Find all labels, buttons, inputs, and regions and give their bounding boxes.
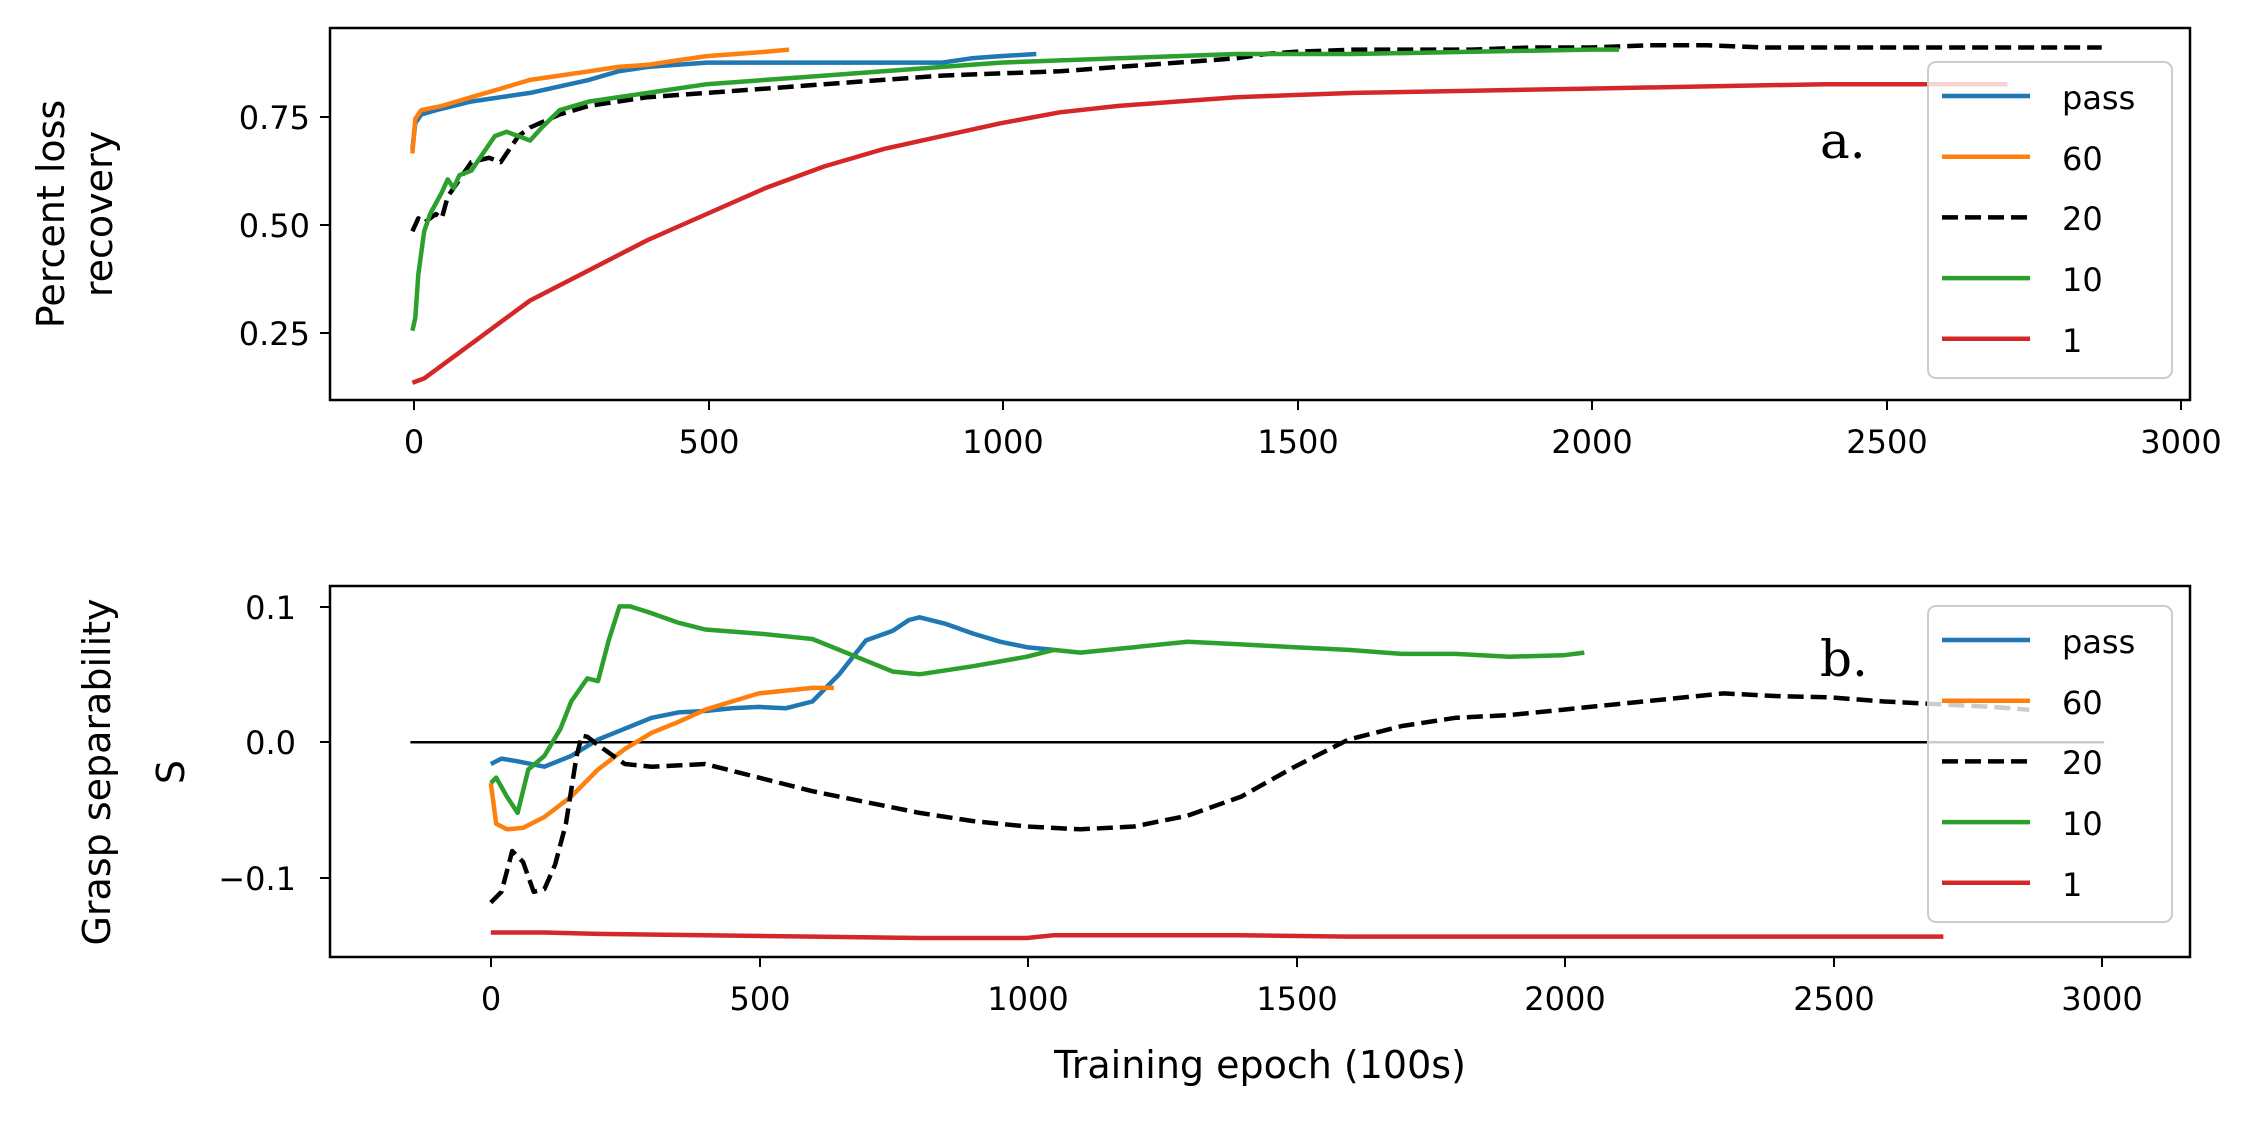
panel-a-xtick-label: 1500 <box>1257 423 1338 461</box>
panel-a-legend-lines <box>1942 93 2030 342</box>
panel-a-ytick-label: 0.25 <box>239 315 310 353</box>
panel-b-xtick-label: 1000 <box>987 980 1068 1018</box>
panel-a-xtick-label: 2500 <box>1846 423 1927 461</box>
panel-b-series-60 <box>488 685 834 832</box>
panel-a-series-60 <box>410 47 790 154</box>
panel-b-legend-label-1: 1 <box>2062 866 2082 904</box>
panel-b-ylabel-line1: Grasp separability <box>75 598 119 945</box>
panel-b-ytick-label: 0.1 <box>245 589 296 627</box>
panel-b-xtick-label: 2500 <box>1793 980 1874 1018</box>
panel-a-legend-label-20: 20 <box>2062 200 2103 238</box>
panel-a-xtick-label: 500 <box>678 423 739 461</box>
panel-b-series-1 <box>490 930 1944 941</box>
panel-a-legend-label-10: 10 <box>2062 261 2103 299</box>
panel-b-xtick-label: 2000 <box>1524 980 1605 1018</box>
panel-b-series-20 <box>489 691 2030 905</box>
panel-a-series-1 <box>411 81 2008 385</box>
panel-b-ytick-label: 0.0 <box>245 724 296 762</box>
panel-a-legend-label-pass: pass <box>2062 79 2135 117</box>
panel-a-series-10 <box>410 47 1620 332</box>
panel-b-x-axis: 0 500 1000 1500 2000 2500 3000 <box>481 957 2143 1018</box>
panel-b-xtick-label: 3000 <box>2061 980 2142 1018</box>
panel-a-xtick-label: 0 <box>404 423 424 461</box>
panel-a-legend-label-1: 1 <box>2062 322 2082 360</box>
panel-b-xtick-label: 1500 <box>1256 980 1337 1018</box>
panel-a-xtick-label: 1000 <box>962 423 1043 461</box>
panel-b: 0 500 1000 1500 2000 2500 3000 0.1 0.0 −… <box>75 584 2192 1087</box>
panel-a-y-axis: 0.25 0.50 0.75 <box>239 99 330 353</box>
panel-b-frame <box>328 584 2192 959</box>
panel-b-legend-label-60: 60 <box>2062 684 2103 722</box>
panel-b-ylabel-line2: S <box>149 760 193 784</box>
panel-b-legend-lines <box>1942 637 2030 886</box>
panel-a-frame <box>328 26 2192 402</box>
panel-b-legend: pass 60 20 10 1 <box>1927 605 2173 923</box>
panel-b-ytick-label: −0.1 <box>218 860 296 898</box>
panel-b-xtick-label: 500 <box>729 980 790 1018</box>
panel-a: 0 500 1000 1500 2000 2500 3000 0.25 0.50… <box>29 26 2222 461</box>
panel-b-letter: b. <box>1820 630 1868 688</box>
panel-b-series-pass <box>489 615 1054 769</box>
panel-a-series-20 <box>410 43 2102 233</box>
panel-a-xtick-label: 2000 <box>1551 423 1632 461</box>
panel-a-ylabel-line1: Percent loss <box>29 100 73 328</box>
panel-a-letter: a. <box>1820 112 1866 170</box>
panel-a-legend-label-60: 60 <box>2062 140 2103 178</box>
panel-b-xtick-label: 0 <box>481 980 501 1018</box>
panel-a-x-axis: 0 500 1000 1500 2000 2500 3000 <box>404 400 2222 461</box>
panel-b-series-10 <box>489 604 1585 816</box>
panel-a-series-group <box>410 43 2102 385</box>
panel-a-ytick-label: 0.50 <box>239 207 310 245</box>
panel-b-legend-label-10: 10 <box>2062 805 2103 843</box>
panel-a-legend-box <box>1927 61 2173 379</box>
panel-a-ylabel: Percent loss recovery <box>29 100 121 328</box>
panel-b-legend-label-pass: pass <box>2062 623 2135 661</box>
panel-a-xtick-label: 3000 <box>2140 423 2221 461</box>
panel-b-y-axis: 0.1 0.0 −0.1 <box>218 589 330 898</box>
panel-b-series-group <box>410 604 2105 941</box>
panel-b-xlabel: Training epoch (100s) <box>1053 1043 1466 1087</box>
panel-a-ylabel-line2: recovery <box>77 131 121 297</box>
panel-a-legend: pass 60 20 10 1 <box>1927 61 2173 379</box>
panel-a-ytick-label: 0.75 <box>239 99 310 137</box>
panel-b-ylabel: Grasp separability S <box>75 598 193 945</box>
panel-b-legend-box <box>1927 605 2173 923</box>
panel-b-legend-label-20: 20 <box>2062 744 2103 782</box>
